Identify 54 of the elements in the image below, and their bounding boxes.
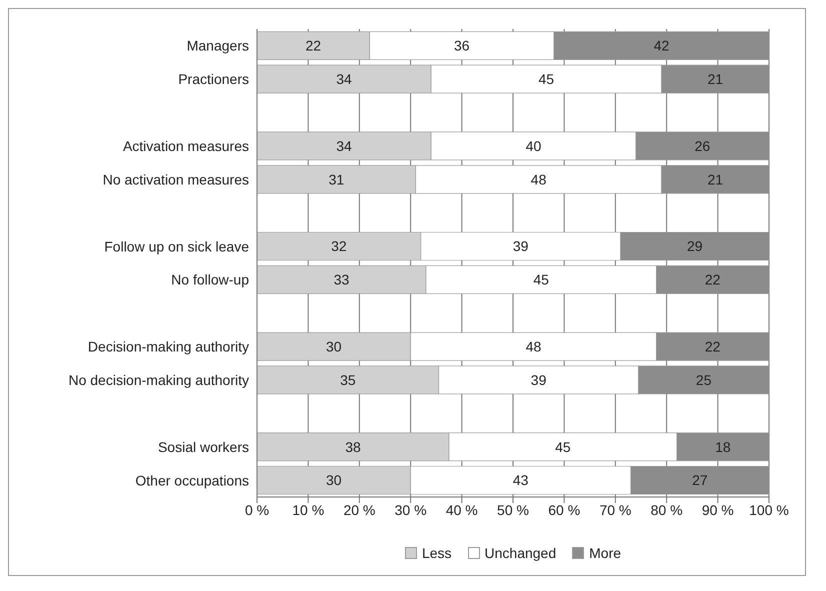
x-tick-label: 60 % [548, 502, 580, 518]
data-label: 45 [533, 272, 550, 288]
x-tick-label: 90 % [702, 502, 734, 518]
x-tick-label: 50 % [497, 502, 529, 518]
data-label: 43 [512, 472, 529, 488]
y-tick-label: Decision-making authority [88, 338, 249, 355]
x-tick-label: 30 % [394, 502, 427, 518]
y-tick-label: Follow up on sick leave [104, 238, 250, 254]
x-tick-label: 80 % [650, 502, 683, 518]
data-label: 39 [512, 238, 529, 254]
data-label: 30 [326, 472, 342, 488]
y-tick-label: No activation measures [102, 171, 249, 188]
data-label: 48 [530, 171, 547, 188]
x-tick-label: 70 % [599, 502, 632, 518]
data-label: 39 [530, 372, 547, 388]
data-label: 25 [696, 372, 712, 388]
data-label: 48 [526, 338, 542, 354]
data-label: 40 [526, 138, 542, 154]
data-label: 34 [336, 71, 352, 88]
legend-label: Less [422, 545, 452, 561]
legend-label: Unchanged [484, 545, 556, 561]
data-label: 36 [454, 38, 470, 54]
data-label: 29 [686, 238, 703, 254]
x-tick-label: 0 % [244, 502, 270, 518]
data-label: 42 [654, 38, 670, 54]
data-label: 21 [707, 171, 724, 188]
x-tick-label: 10 % [292, 502, 324, 518]
x-tick-label: 20 % [343, 502, 376, 518]
y-tick-label: Activation measures [122, 138, 249, 154]
data-label: 21 [707, 71, 724, 88]
data-label: 22 [704, 338, 721, 354]
y-tick-label: Practioners [178, 71, 249, 88]
data-label: 45 [538, 71, 554, 88]
data-label: 27 [692, 472, 708, 488]
data-label: 31 [328, 171, 344, 188]
x-tick-label: 100 % [749, 502, 789, 518]
data-label: 45 [555, 438, 571, 455]
x-tick-label: 40 % [446, 502, 478, 518]
y-tick-label: Other occupations [135, 472, 249, 488]
data-label: 22 [704, 272, 721, 288]
data-label: 18 [715, 438, 731, 455]
y-tick-label: No decision-making authority [68, 372, 249, 388]
data-label: 38 [345, 438, 361, 455]
data-label: 33 [334, 272, 350, 288]
y-tick-label: Sosial workers [158, 438, 249, 455]
y-tick-label: Managers [186, 38, 249, 54]
y-tick-label: No follow-up [171, 272, 250, 288]
data-label: 34 [336, 138, 352, 154]
legend-label: More [589, 545, 622, 561]
data-label: 32 [331, 238, 347, 254]
data-label: 26 [694, 138, 710, 154]
data-label: 30 [326, 338, 342, 354]
data-label: 22 [306, 38, 322, 54]
data-label: 35 [340, 372, 356, 388]
